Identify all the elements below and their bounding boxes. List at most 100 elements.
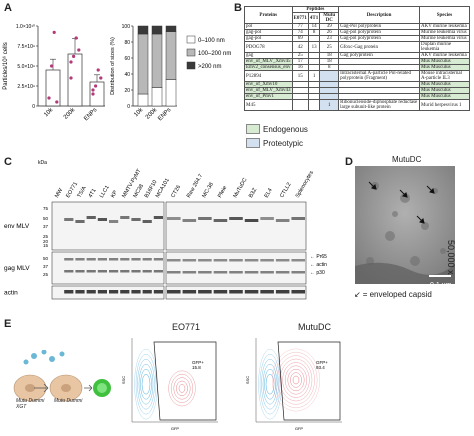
band [229,259,243,262]
band [75,258,85,261]
band [142,290,152,294]
cell-protein: env_of_MLV_Xmv45 [244,58,293,65]
mw-marker: 25 [43,234,49,239]
mw-marker: 25 [43,272,49,277]
contour-positive [168,370,196,407]
x-axis-label: GFP [171,426,180,431]
capsid-legend: ↙ = enveloped capsid [354,290,432,299]
band [275,219,290,222]
data-point [99,76,103,80]
legend-swatch [186,61,196,70]
y-tick-label: 20 [124,88,130,94]
contour-positive [279,358,313,402]
endogenous-swatch [246,124,260,134]
lane-label: TS/A [77,185,88,199]
blot-label: env MLV [4,223,30,230]
col-proteins: Proteins [244,6,293,24]
cell-4t1 [307,99,321,111]
cell-mutudc: 25 [319,41,340,53]
cell-species: Murine leukemia virus [418,29,471,36]
band [109,258,119,261]
stacked-segment [137,93,149,107]
scheme-illustration [13,350,111,402]
data-point [74,36,78,40]
band [142,270,152,273]
band [109,220,119,223]
contour-positive [173,377,191,400]
y-tick-label: 80 [124,40,130,46]
legend-label: 100–200 nm [198,51,231,57]
band [182,271,197,274]
stacked-segment [151,25,163,35]
band [213,271,228,274]
data-point [77,48,81,52]
em-texture [355,166,455,284]
band [75,270,85,273]
peptide-table: Proteins Peptides Description Species E0… [244,6,471,111]
band [167,217,181,220]
cell-protein: Emv2_consensus_env [244,64,293,71]
y-tick-label: 0 [32,104,35,110]
band-label: ← Pr65 [310,254,327,260]
particles-bar-chart: 0 2.5×10⁹ 5.0×10⁹ 7.5×10⁹ 1.0×10¹⁰ Particles/… [2,24,105,122]
cell-species: Duplan murine leukemia [418,41,471,53]
scale-bar-label: 0.1 µm [430,282,452,289]
cell-e0771: 15 [291,70,309,82]
cell-species: Murid herpesvirus 1 [418,99,471,111]
col-mutudc: Mutu DC [319,12,340,24]
band [75,220,85,223]
data-point [52,30,56,34]
x-tick-label: 10k [43,106,55,118]
y-tick-label: 40 [124,72,130,78]
blot-label: actin [4,290,18,297]
y-tick-label: 2.5×10⁹ [17,84,35,90]
cell-protein: M45 [244,99,293,111]
lane-label: Splenocytes [295,170,315,199]
scheme-label-2: Mutu Dummi [54,398,83,404]
stacked-segment [151,87,163,107]
band [142,220,152,223]
table-row: gag-pol 74 8 26 Gag-pol polyprotein Murine le… [244,29,471,36]
band [120,270,130,273]
band [86,216,96,219]
lane-label: EL4 [264,188,274,199]
mw-marker: 50 [43,216,49,221]
x-tick-label: 10k [133,106,145,118]
band [120,216,130,219]
mw-marker: 37 [43,224,49,229]
band [213,259,228,262]
band [97,270,107,273]
cell-species: Mouse intracisternal A-particle IL3 [418,70,471,82]
contour-negative [265,373,275,395]
blot-strip-left [51,251,165,285]
cell-mutudc [319,70,340,82]
cell-protein: env_of_MLV_Xmv43 [244,87,293,94]
stacked-segment [165,79,177,107]
virus-particles [23,350,65,365]
cell-description: Intracisternal A-particle Pol-related po… [338,70,420,82]
panel-d-label: D [345,156,353,168]
contour-negative [140,368,152,400]
band [260,259,274,262]
legend-proteotypic-label: Proteotypic [263,138,304,148]
bar [45,69,61,107]
mw-marker: 50 [43,256,49,261]
contour-negative [135,353,157,415]
contour-positive [287,368,305,392]
legend-swatch [186,35,196,44]
y-axis-label: Particles/10⁶ cells [2,42,9,90]
data-point [91,88,95,92]
lane-label: MCA101 [155,177,171,199]
stacked-segment [137,33,149,95]
contour-positive [290,372,302,388]
band [153,290,163,294]
table-row: M45 1 Ribonucleoside-diphosphate reductase… [244,99,471,111]
proteotypic-swatch [246,138,260,148]
y-tick-label: 100 [122,24,131,30]
lane-label: Pfeie [217,185,228,199]
band [75,290,85,294]
band [198,217,212,220]
band [182,290,197,294]
cell-4t1: 13 [307,41,321,53]
